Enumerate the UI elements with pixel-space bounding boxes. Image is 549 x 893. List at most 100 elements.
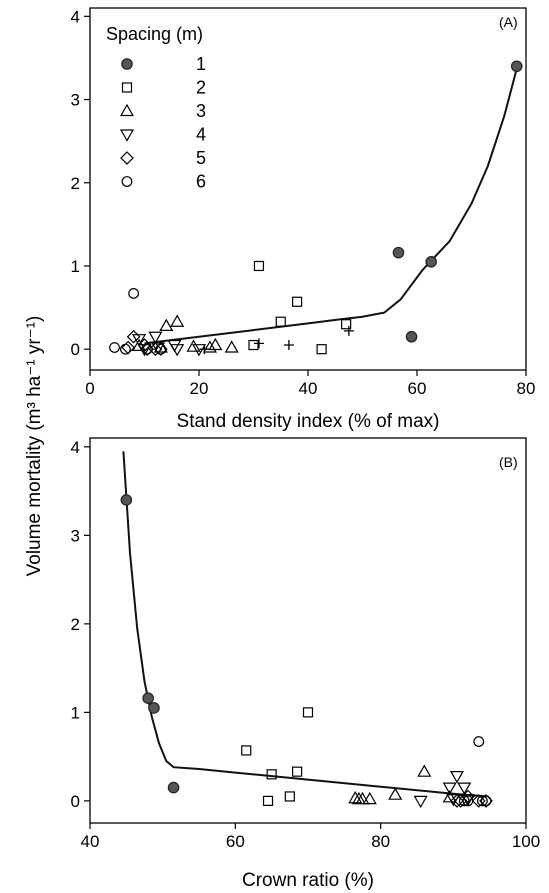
legend-title: Spacing (m) bbox=[106, 24, 203, 44]
legend-label: 2 bbox=[196, 78, 206, 98]
data-point-open-circle bbox=[128, 288, 140, 299]
x-tick-label: 80 bbox=[371, 832, 390, 851]
data-point-open-square bbox=[262, 795, 274, 806]
legend-label: 6 bbox=[196, 172, 206, 192]
data-point-open-diamond bbox=[121, 340, 135, 355]
y-tick-label: 3 bbox=[71, 91, 80, 110]
data-point-plus bbox=[343, 325, 354, 336]
data-point-open-triangle-down bbox=[442, 782, 457, 795]
data-point-open-triangle-up bbox=[442, 790, 457, 803]
data-point-open-triangle-up bbox=[170, 314, 185, 327]
x-tick-label: 40 bbox=[81, 832, 100, 851]
data-point-filled-circle bbox=[167, 781, 180, 794]
legend-marker-open-diamond bbox=[120, 151, 134, 165]
data-point-open-circle bbox=[109, 342, 120, 353]
data-point-plus bbox=[199, 344, 210, 355]
legend-label: 3 bbox=[196, 101, 206, 121]
data-point-open-square bbox=[292, 766, 303, 777]
legend-label: 5 bbox=[196, 148, 206, 168]
fit-curve bbox=[122, 451, 487, 798]
data-point-plus bbox=[253, 338, 264, 349]
data-point-open-circle bbox=[120, 343, 131, 355]
data-point-filled-circle bbox=[148, 702, 160, 714]
fit-curve bbox=[144, 64, 519, 345]
data-point-open-square bbox=[248, 339, 259, 351]
data-point-open-triangle-down bbox=[191, 344, 207, 357]
data-point-open-diamond bbox=[126, 329, 141, 344]
data-point-filled-circle bbox=[425, 256, 437, 268]
y-tick-label: 4 bbox=[71, 438, 80, 457]
legend: Spacing (m) 1 2 3 4 5 6 bbox=[106, 24, 206, 192]
data-point-open-square bbox=[302, 707, 314, 718]
data-point-open-square bbox=[292, 296, 303, 307]
x-tick-label: 60 bbox=[226, 832, 245, 851]
y-tick-label: 0 bbox=[71, 340, 80, 359]
plot-frame bbox=[89, 437, 527, 824]
data-point-open-triangle-down bbox=[413, 795, 428, 809]
x-tick-label: 20 bbox=[190, 379, 209, 398]
data-point-open-circle bbox=[462, 795, 474, 807]
data-point-open-square bbox=[241, 745, 252, 756]
data-point-open-triangle-down bbox=[167, 339, 182, 353]
data-point-plus bbox=[283, 340, 294, 351]
data-point-open-triangle-down bbox=[148, 331, 163, 344]
panel-a: 0 20 40 60 80 0 1 2 3 4 Stand density index (% of … bbox=[71, 7, 536, 432]
data-point-filled-circle bbox=[510, 60, 523, 73]
data-point-filled-circle bbox=[405, 330, 418, 343]
data-point-open-square bbox=[316, 344, 327, 355]
legend-marker-filled-circle bbox=[121, 58, 133, 70]
y-tick-label: 2 bbox=[71, 174, 80, 193]
data-point-open-triangle-up bbox=[159, 318, 174, 331]
data-point-open-circle bbox=[458, 795, 470, 807]
x-tick-label: 100 bbox=[512, 832, 540, 851]
x-axis-title: Crown ratio (%) bbox=[242, 870, 374, 891]
data-point-open-triangle-down bbox=[449, 770, 465, 784]
data-point-open-triangle-up bbox=[351, 791, 366, 805]
data-point-open-triangle-up bbox=[202, 340, 217, 353]
x-tick-label: 80 bbox=[517, 379, 536, 398]
data-point-filled-circle bbox=[120, 494, 133, 506]
y-tick-label: 4 bbox=[71, 7, 80, 26]
data-point-open-triangle-up bbox=[224, 340, 239, 353]
data-point-open-triangle-up bbox=[388, 787, 403, 800]
y-tick-label: 3 bbox=[71, 526, 80, 545]
y-tick-label: 1 bbox=[71, 703, 80, 722]
data-point-open-square bbox=[266, 769, 277, 780]
panel-label: (B) bbox=[499, 454, 518, 470]
data-point-open-triangle-up bbox=[417, 764, 432, 777]
data-point-open-square bbox=[284, 791, 295, 802]
data-point-open-triangle-up bbox=[362, 791, 377, 805]
data-point-open-square bbox=[275, 316, 286, 327]
panel-b: 40 60 80 100 0 1 2 3 4 Crown ratio (%) (B) bbox=[71, 437, 540, 891]
x-tick-label: 60 bbox=[408, 379, 427, 398]
x-tick-label: 0 bbox=[85, 379, 94, 398]
x-tick-label: 40 bbox=[299, 379, 318, 398]
data-point-open-triangle-up bbox=[348, 791, 363, 804]
data-point-open-circle bbox=[477, 795, 488, 807]
legend-marker-open-triangle-up bbox=[119, 103, 135, 117]
legend-marker-open-circle bbox=[121, 176, 133, 187]
data-point-filled-circle bbox=[392, 246, 405, 259]
legend-marker-open-triangle-down bbox=[119, 129, 135, 142]
y-tick-label: 1 bbox=[71, 257, 80, 276]
y-tick-label: 0 bbox=[71, 792, 80, 811]
data-point-open-circle bbox=[473, 736, 485, 747]
data-point-open-square bbox=[341, 319, 352, 330]
data-point-open-circle bbox=[480, 795, 492, 807]
y-tick-label: 2 bbox=[71, 615, 80, 634]
legend-label: 1 bbox=[196, 54, 206, 74]
data-point-open-triangle-down bbox=[457, 782, 472, 795]
data-point-filled-circle bbox=[142, 692, 154, 705]
data-point-open-diamond bbox=[137, 338, 152, 352]
y-axis-title: Volume mortality (m³ ha⁻¹ yr⁻¹) bbox=[24, 316, 45, 577]
legend-label: 4 bbox=[196, 125, 206, 145]
data-point-open-diamond bbox=[461, 789, 475, 804]
x-axis-title: Stand density index (% of max) bbox=[177, 411, 440, 432]
data-point-open-square bbox=[253, 260, 265, 272]
plot-frame bbox=[89, 7, 527, 371]
legend-marker-open-square bbox=[121, 82, 133, 93]
data-point-open-triangle-up bbox=[208, 337, 223, 351]
data-point-open-diamond bbox=[450, 794, 464, 808]
panel-label: (A) bbox=[499, 14, 518, 30]
data-point-open-circle bbox=[141, 343, 153, 355]
